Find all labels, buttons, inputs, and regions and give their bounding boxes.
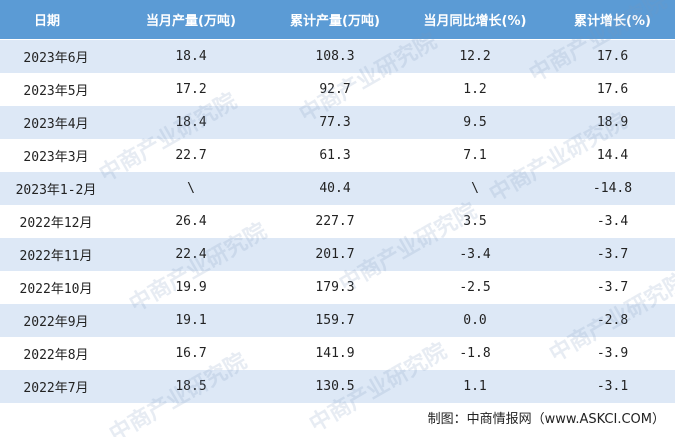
table-cell: 22.7 bbox=[175, 148, 207, 163]
table-cell: 0.0 bbox=[463, 313, 487, 328]
table-cell: 19.9 bbox=[175, 280, 207, 295]
table-cell: -3.4 bbox=[459, 247, 491, 262]
table-cell: -14.8 bbox=[592, 181, 633, 196]
table-cell: 17.6 bbox=[596, 82, 629, 97]
table-cell: 130.5 bbox=[315, 379, 355, 394]
table-cell: 7.1 bbox=[463, 148, 487, 163]
table-cell: -3.4 bbox=[596, 214, 629, 229]
table-row: 2022年8月 16.7 141.9 -1.8 -3.9 bbox=[0, 337, 675, 370]
table-cell: 2023年4月 bbox=[23, 117, 89, 132]
footer: 制图：中商情报网（www.ASKCI.COM） bbox=[427, 412, 665, 427]
table-cell: 18.4 bbox=[175, 49, 207, 64]
table-cell: 12.2 bbox=[459, 49, 491, 64]
table-row: 2023年4月 18.4 77.3 9.5 18.9 bbox=[0, 106, 675, 139]
table-cell: 9.5 bbox=[463, 115, 487, 130]
table-cell: 22.4 bbox=[175, 247, 207, 262]
table-cell: -3.1 bbox=[596, 379, 629, 394]
table-cell: 61.3 bbox=[319, 148, 351, 163]
table-row: 2022年7月 18.5 130.5 1.1 -3.1 bbox=[0, 370, 675, 403]
header-cell: 累计产量(万吨) bbox=[290, 14, 380, 29]
table-cell: 227.7 bbox=[315, 214, 355, 229]
table-cell: -2.5 bbox=[459, 280, 491, 295]
table-cell: 1.2 bbox=[463, 82, 487, 97]
table-cell: 26.4 bbox=[175, 214, 207, 229]
table-cell: 201.7 bbox=[315, 247, 355, 262]
table-row: 2022年12月 26.4 227.7 3.5 -3.4 bbox=[0, 205, 675, 238]
table-cell: 159.7 bbox=[315, 313, 355, 328]
table-cell: 2022年7月 bbox=[23, 381, 89, 396]
table-row: 2022年9月 19.1 159.7 0.0 -2.8 bbox=[0, 304, 675, 337]
table-cell: 1.1 bbox=[463, 379, 487, 394]
table-cell: 2022年9月 bbox=[23, 315, 89, 330]
table-cell: -1.8 bbox=[459, 346, 491, 361]
table-cell: -3.9 bbox=[596, 346, 629, 361]
header-row: 日期 当月产量(万吨) 累计产量(万吨) 当月同比增长(%) 累计增长(%) bbox=[0, 0, 675, 39]
table-cell: 108.3 bbox=[315, 49, 355, 64]
table-cell: 18.5 bbox=[175, 379, 207, 394]
table-row: 2023年5月 17.2 92.7 1.2 17.6 bbox=[0, 73, 675, 106]
table-cell: -2.8 bbox=[596, 313, 629, 328]
header-cell: 当月产量(万吨) bbox=[146, 14, 236, 29]
table-row: 2022年11月 22.4 201.7 -3.4 -3.7 bbox=[0, 238, 675, 271]
table-cell: 2023年5月 bbox=[23, 84, 89, 99]
table-cell: \ bbox=[471, 181, 479, 196]
table-cell: 17.2 bbox=[175, 82, 207, 97]
table-cell: 2022年11月 bbox=[19, 249, 93, 264]
table-cell: 14.4 bbox=[596, 148, 629, 163]
table-cell: 40.4 bbox=[319, 181, 351, 196]
table-row: 2022年10月 19.9 179.3 -2.5 -3.7 bbox=[0, 271, 675, 304]
table-cell: 16.7 bbox=[175, 346, 207, 361]
table-cell: 2023年1-2月 bbox=[15, 183, 97, 198]
table-cell: 141.9 bbox=[315, 346, 355, 361]
table-row: 2023年3月 22.7 61.3 7.1 14.4 bbox=[0, 139, 675, 172]
table-cell: 2023年3月 bbox=[23, 150, 89, 165]
table-cell: 18.4 bbox=[175, 115, 207, 130]
table-row: 2023年1-2月 \ 40.4 \ -14.8 bbox=[0, 172, 675, 205]
table-cell: -3.7 bbox=[596, 247, 629, 262]
table-cell: 92.7 bbox=[319, 82, 351, 97]
table-cell: \ bbox=[187, 181, 195, 196]
table-row: 2023年6月 18.4 108.3 12.2 17.6 bbox=[0, 40, 675, 73]
table-cell: -3.7 bbox=[596, 280, 629, 295]
table-cell: 3.5 bbox=[463, 214, 487, 229]
header-cell: 累计增长(%) bbox=[574, 14, 651, 29]
table-cell: 18.9 bbox=[596, 115, 629, 130]
table-cell: 2022年12月 bbox=[19, 216, 93, 231]
table-cell: 19.1 bbox=[175, 313, 207, 328]
table-cell: 2023年6月 bbox=[23, 51, 89, 66]
table-cell: 2022年8月 bbox=[23, 348, 89, 363]
table-cell: 2022年10月 bbox=[19, 282, 93, 297]
header-cell: 当月同比增长(%) bbox=[423, 14, 527, 29]
table-cell: 17.6 bbox=[596, 49, 629, 64]
header-cell: 日期 bbox=[34, 14, 61, 29]
table-cell: 77.3 bbox=[319, 115, 351, 130]
table-cell: 179.3 bbox=[315, 280, 355, 295]
